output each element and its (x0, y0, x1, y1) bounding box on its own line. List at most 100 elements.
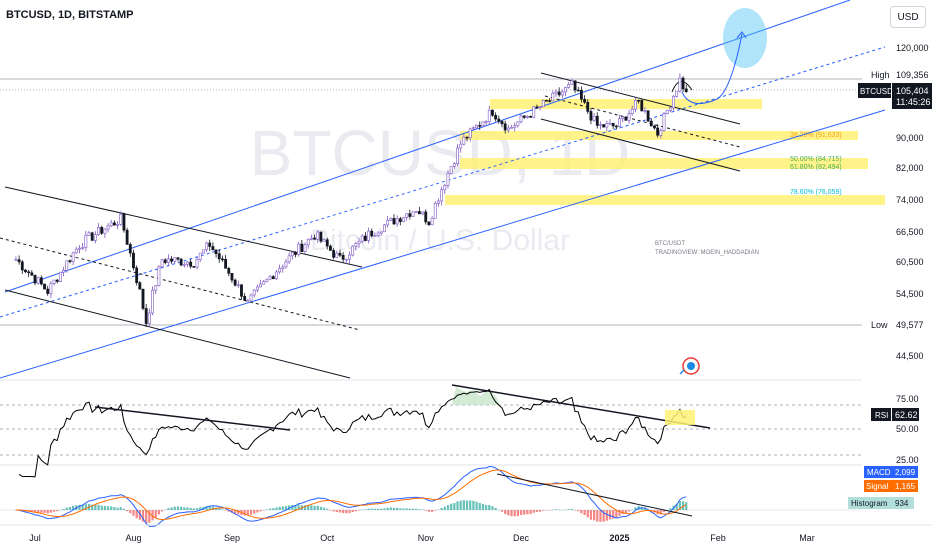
candle-body (487, 109, 491, 122)
candle-body (154, 285, 158, 291)
macd-hist-bar (535, 510, 539, 513)
macd-hist-bar (481, 503, 485, 510)
macd-hist-bar (135, 510, 138, 519)
current-price-badge (858, 83, 891, 98)
rsi-highlight-zone (665, 410, 695, 425)
candle-body (475, 125, 478, 129)
candle-body (640, 99, 644, 112)
candle-body (446, 173, 450, 186)
rsi-value: 62.62 (895, 410, 918, 420)
macd-hist-bar (430, 510, 434, 512)
macd-hist-bar (510, 510, 513, 517)
macd-hist-bar (303, 505, 307, 510)
macd-value: 2,099 (895, 468, 916, 477)
macd-hist-bar (154, 510, 157, 518)
macd-hist-bar (132, 510, 135, 516)
macd-label: MACD (867, 468, 891, 477)
candle-body (471, 127, 475, 130)
price-axis[interactable]: 120,000 90,000 82,000 74,000 66,500 60,500 54,… (896, 43, 929, 361)
candle-body (201, 249, 205, 254)
price-tick-label: 60,500 (896, 257, 924, 267)
candle-body (189, 261, 193, 267)
macd-hist-bar (164, 509, 167, 511)
candle-body (557, 91, 561, 96)
candle-body (548, 100, 552, 102)
currency-button[interactable]: USD (890, 6, 926, 28)
macd-hist-bar (249, 510, 253, 515)
macd-hist-bar (488, 504, 491, 510)
macd-hist-bar (284, 505, 288, 510)
candle-body (545, 100, 548, 102)
hist-label-badge (848, 497, 892, 509)
candle-body (195, 259, 199, 268)
fib-zone-50-61 (460, 158, 868, 169)
macd-hist-bar (396, 507, 399, 510)
rsi-line (18, 388, 687, 478)
macd-hist-bar (504, 510, 507, 515)
macd-hist-bar (545, 510, 548, 511)
broadcast-logo-icon[interactable] (679, 357, 700, 375)
candle-body (554, 91, 558, 94)
macd-hist-bar (516, 510, 519, 517)
macd-hist-bar (218, 508, 221, 510)
macd-hist-bar (141, 510, 145, 522)
candle-body (500, 121, 504, 125)
candle-body (319, 231, 323, 242)
macd-hist-bar (189, 507, 192, 510)
macd-hist-bar (106, 506, 110, 510)
macd-hist-bar (561, 509, 564, 511)
candle-body (449, 166, 453, 174)
recent-channel-lower (540, 118, 741, 172)
fib-zone-78 (445, 195, 885, 205)
channel-mid (0, 46, 886, 318)
signal-label: Signal (866, 482, 888, 491)
macd-hist-bar (602, 510, 605, 522)
candle-body (570, 80, 574, 85)
candle-body (227, 268, 231, 274)
candle-body (52, 279, 56, 284)
macd-hist-bar (259, 510, 262, 512)
candle-body (325, 239, 329, 247)
candle-body (424, 211, 428, 223)
macd-hist-bar (529, 510, 532, 515)
macd-hist-bar (56, 510, 59, 512)
macd-hist-bar (227, 510, 230, 512)
candle-body (230, 273, 234, 281)
candle-body (224, 258, 228, 269)
price-tick-label: 90,000 (896, 133, 924, 143)
macd-hist-bar (551, 509, 554, 511)
macd-hist-bar (494, 507, 497, 510)
macd-hist-bar (392, 507, 396, 510)
price-tick-label: 66,500 (896, 227, 924, 237)
macd-hist-bar (30, 510, 33, 513)
candle-body (236, 284, 240, 287)
candle-body (491, 109, 494, 116)
candle-body (122, 213, 126, 231)
watermark-name: Bitcoin / U.S. Dollar (310, 224, 570, 257)
candle-body (306, 239, 310, 246)
candle-body (411, 211, 415, 217)
fib-label-61: 61.80% (82,494) (790, 164, 842, 171)
candle-body (240, 284, 243, 297)
candle-body (373, 235, 377, 237)
candle-body (84, 234, 88, 248)
price-tick-label: 120,000 (896, 43, 929, 53)
macd-hist-bar (354, 510, 357, 512)
candle-body (217, 253, 221, 260)
symbol-header[interactable]: BTCUSD, 1D, BITSTAMP (6, 9, 134, 21)
macd-value-badge (892, 466, 918, 478)
macd-hist-bar (376, 508, 380, 510)
macd-hist-bar (205, 506, 208, 510)
candle-body (389, 218, 393, 221)
signal-label-badge (864, 480, 892, 492)
macd-hist-bar (408, 508, 411, 510)
macd-hist-bar (183, 507, 186, 510)
hist-label: Histogram (851, 499, 888, 508)
candle-body (170, 258, 174, 262)
candle-body (653, 125, 656, 129)
macd-hist-bar (94, 504, 97, 510)
macd-hist-bar (507, 510, 510, 516)
candle-body (106, 225, 110, 230)
